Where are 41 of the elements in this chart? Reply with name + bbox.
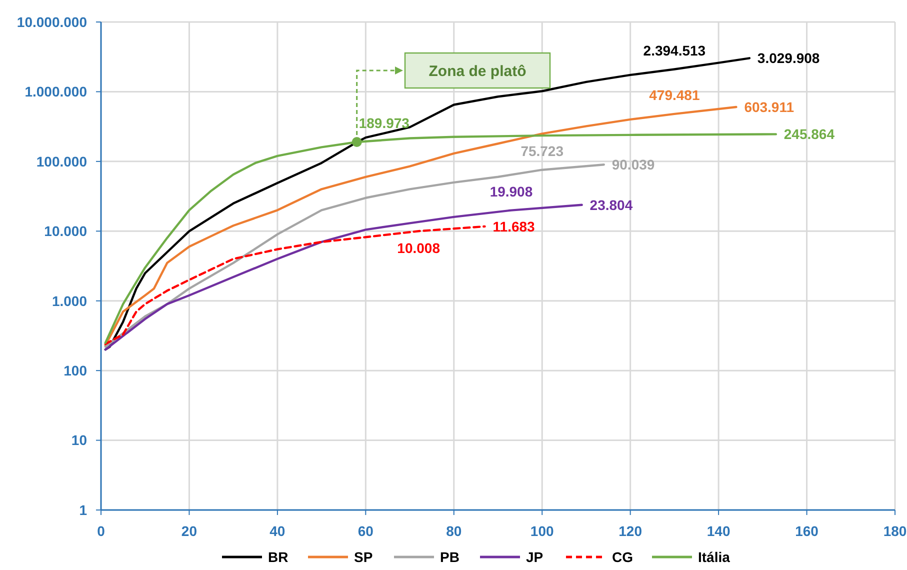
- y-tick-label: 10.000: [44, 223, 88, 240]
- y-tick-label: 10: [71, 432, 88, 448]
- x-tick-label: 80: [446, 523, 462, 539]
- annotation: 479.481: [649, 86, 700, 103]
- annotation: 10.008: [397, 240, 440, 256]
- legend-label: BR: [268, 549, 288, 565]
- x-tick-label: 40: [270, 523, 286, 539]
- legend-label: PB: [440, 549, 460, 565]
- y-tick-label: 10.000.000: [16, 14, 88, 30]
- x-tick-label: 0: [97, 523, 106, 539]
- annotation: 2.394.513: [643, 42, 706, 58]
- line-series: [104, 225, 486, 346]
- annotation: 3.029.908: [757, 50, 820, 66]
- annotation: Zona de platô: [428, 62, 526, 80]
- line-series: [104, 133, 777, 344]
- annotation: 75.723: [520, 142, 564, 159]
- y-tick-label: 1.000: [52, 292, 88, 309]
- annotation: 245.864: [784, 126, 835, 142]
- annotation: 603.911: [744, 98, 794, 115]
- x-tick-label: 20: [181, 523, 198, 539]
- legend-label: SP: [354, 549, 373, 565]
- legend-label: JP: [526, 549, 544, 565]
- x-tick-label: 100: [530, 523, 554, 539]
- x-tick-label: 60: [358, 523, 374, 539]
- x-tick-label: 120: [618, 523, 642, 539]
- x-tick-label: 180: [883, 523, 907, 539]
- legend-label: CG: [612, 549, 634, 565]
- x-tick-label: 140: [706, 523, 730, 539]
- line-series: [104, 106, 738, 346]
- y-tick-label: 1.000.000: [24, 84, 88, 100]
- annotation: 23.804: [590, 196, 633, 213]
- y-tick-label: 1: [79, 502, 88, 518]
- line-series: [104, 204, 583, 351]
- annotation: 11.683: [492, 218, 536, 234]
- annotation: 189.973: [358, 115, 410, 131]
- y-tick-label: 100: [64, 362, 88, 378]
- y-tick-label: 100.000: [36, 153, 88, 170]
- legend-label: Itália: [698, 549, 730, 565]
- annotation: 19.908: [490, 183, 533, 200]
- annotation: 90.039: [612, 156, 655, 173]
- x-tick-label: 160: [795, 523, 819, 539]
